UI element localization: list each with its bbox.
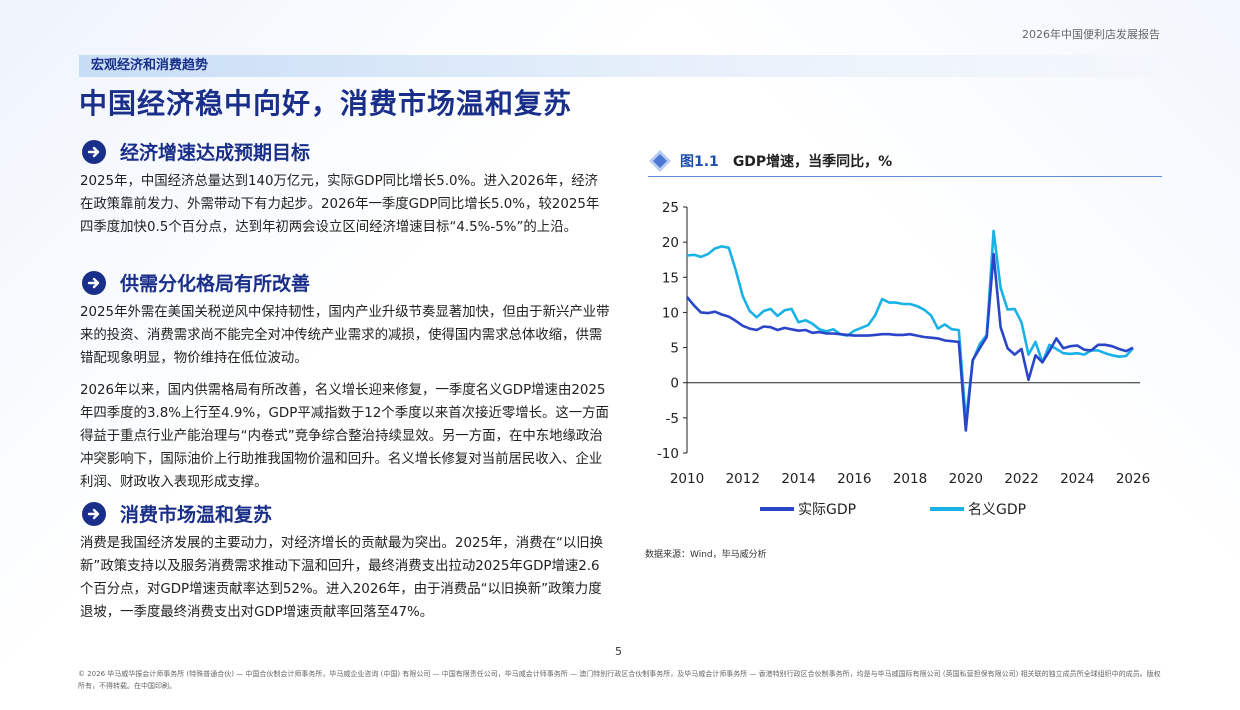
legend-label: 实际GDP — [798, 502, 856, 518]
arrow-right-icon — [82, 501, 106, 526]
x-tick-label: 2010 — [670, 471, 704, 487]
x-tick-label: 2026 — [1116, 471, 1150, 487]
figure-title: GDP增速，当季同比，% — [732, 153, 893, 170]
y-tick-label: 10 — [662, 305, 679, 321]
y-tick-label: 5 — [670, 341, 679, 357]
x-tick-label: 2016 — [837, 471, 871, 487]
page-number: 5 — [615, 645, 622, 658]
data-source: 数据来源：Wind，毕马威分析 — [645, 550, 767, 560]
x-tick-label: 2014 — [781, 471, 815, 487]
section-tag: 宏观经济和消费趋势 — [79, 55, 1159, 77]
paragraph: 2026年以来，国内供需格局有所改善，名义增长迎来修复，一季度名义GDP增速由2… — [80, 383, 609, 490]
y-tick-label: 25 — [662, 200, 679, 216]
y-tick-label: 0 — [670, 376, 679, 392]
paragraph: 2025年，中国经济总量达到140万亿元，实际GDP同比增长5.0%。进入202… — [80, 174, 600, 235]
x-tick-label: 2020 — [949, 471, 983, 487]
section-heading-label: 供需分化格局有所改善 — [120, 273, 311, 295]
y-tick-label: 20 — [662, 235, 679, 251]
y-tick-label: -10 — [657, 446, 679, 462]
arrow-right-icon — [82, 139, 106, 164]
page-title: 中国经济稳中向好，消费市场温和复苏 — [79, 87, 573, 120]
paragraph: 消费是我国经济发展的主要动力，对经济增长的贡献最为突出。2025年，消费在“以旧… — [80, 536, 604, 620]
arrow-right-icon — [82, 270, 106, 295]
figure-header: 图1.1 GDP增速，当季同比，% — [648, 145, 1162, 177]
x-tick-label: 2018 — [893, 471, 927, 487]
report-name: 2026年中国便利店发展报告 — [1022, 28, 1160, 41]
section-heading-label: 经济增速达成预期目标 — [120, 142, 311, 164]
x-tick-label: 2022 — [1004, 471, 1038, 487]
series-line-real-gdp — [686, 252, 1134, 432]
y-tick-label: 15 — [662, 270, 679, 286]
x-tick-label: 2012 — [726, 471, 760, 487]
section-tag-label: 宏观经济和消费趋势 — [91, 58, 209, 73]
section-heading-3: 消费市场温和复苏 — [82, 500, 272, 527]
footer-copyright: © 2026 毕马威华振会计师事务所 (特殊普通合伙) — 中国合伙制会计师事务… — [78, 670, 1161, 690]
section-heading-1: 经济增速达成预期目标 — [82, 138, 310, 165]
diamond-icon — [649, 149, 671, 172]
section-heading-label: 消费市场温和复苏 — [120, 504, 273, 526]
series-line-nominal-gdp — [686, 229, 1134, 422]
figure-number: 图1.1 — [680, 153, 719, 170]
gdp-line-chart: 25 20 15 10 5 0 -5 -10 2010 2012 2014 2016 2018 2020 2… — [657, 200, 1150, 518]
section-heading-2: 供需分化格局有所改善 — [82, 269, 310, 296]
paragraph: 2025年外需在美国关税逆风中保持韧性，国内产业升级节奏显著加快，但由于新兴产业… — [80, 305, 610, 366]
legend-label: 名义GDP — [968, 502, 1026, 518]
x-tick-label: 2024 — [1060, 471, 1094, 487]
y-tick-label: -5 — [666, 411, 679, 427]
